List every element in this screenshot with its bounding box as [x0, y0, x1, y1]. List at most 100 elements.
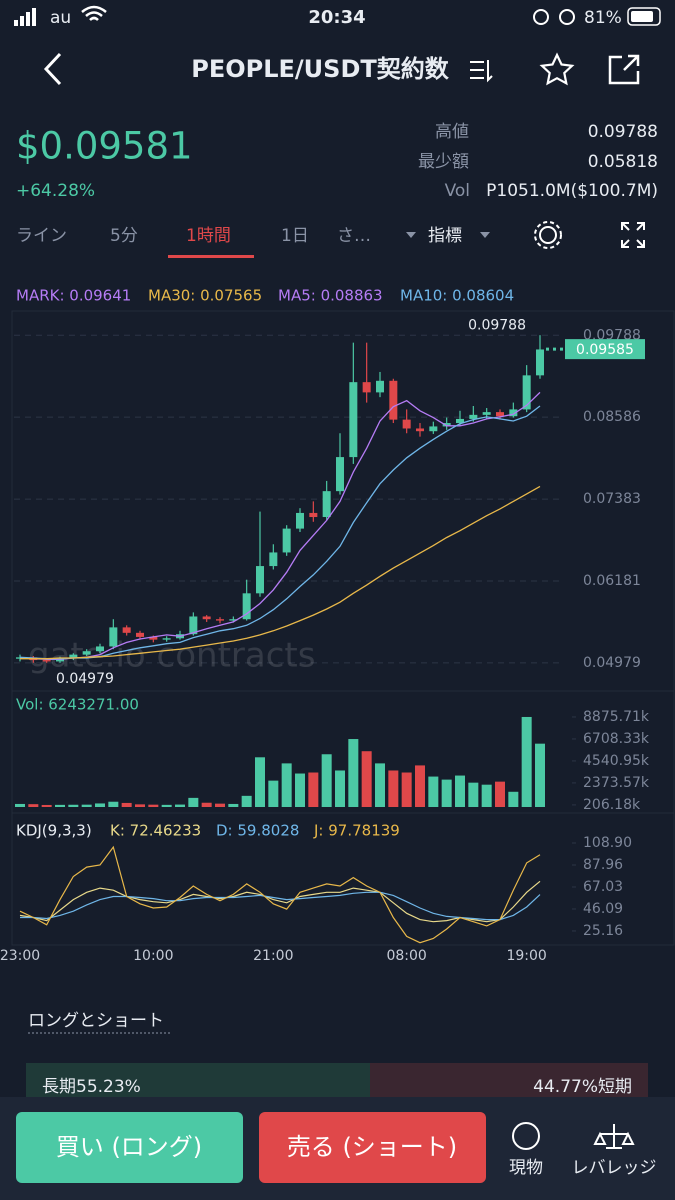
- volume-bar: [55, 804, 65, 807]
- sell-label: 売る (ショート): [287, 1133, 457, 1161]
- volume-bar: [255, 757, 265, 807]
- volume-bar: [348, 739, 359, 807]
- y-tick-label: 108.90: [583, 835, 632, 851]
- legend-entry: J: 97.78139: [313, 822, 400, 840]
- status-bar: au 20:34 81%: [14, 5, 661, 28]
- section-title: ロングとショート: [28, 1011, 164, 1031]
- volume-bar: [308, 772, 319, 807]
- tab[interactable]: 1日: [281, 226, 309, 246]
- kdj-line: [20, 891, 541, 921]
- y-tick-label: 0.06181: [583, 573, 641, 589]
- back-button[interactable]: [43, 52, 62, 86]
- volume-bar: [481, 784, 492, 807]
- candle-body: [82, 651, 91, 655]
- y-tick-label: 4540.95k: [583, 753, 650, 769]
- candle-body: [496, 412, 504, 417]
- tab[interactable]: さ…: [337, 226, 371, 246]
- volume-bar: [148, 804, 159, 807]
- buy-button[interactable]: [16, 1112, 243, 1183]
- candle-body: [402, 419, 411, 429]
- dropdown-arrow: [480, 232, 490, 238]
- short-ratio-bar: [370, 1063, 648, 1103]
- switch-icon[interactable]: [470, 60, 493, 83]
- leverage-label: レバレッジ: [572, 1158, 657, 1178]
- short-ratio: 44.77%短期: [533, 1077, 632, 1097]
- signal-bar: [20, 16, 24, 26]
- candle-body: [122, 627, 131, 633]
- volume-bar: [375, 763, 385, 807]
- carrier: au: [50, 8, 71, 28]
- candle-body: [389, 380, 398, 420]
- last-price-badge: [565, 339, 645, 360]
- volume-bar: [468, 782, 479, 807]
- volume-bar: [241, 795, 252, 807]
- candle-body: [442, 423, 451, 427]
- candle-body: [256, 566, 264, 594]
- candle-body: [269, 552, 278, 567]
- volume-bar: [15, 803, 25, 807]
- x-tick-label: 10:00: [133, 948, 173, 964]
- stat-value: 0.05818: [588, 152, 658, 172]
- volume-bar: [535, 743, 545, 807]
- ma-line: [19, 405, 541, 660]
- volume-bar: [415, 765, 425, 807]
- battery-level: [631, 11, 653, 22]
- dropdown-arrow: [406, 232, 416, 238]
- volume-bar: [228, 803, 239, 807]
- stat-label: 高値: [435, 122, 469, 142]
- clock: 20:34: [308, 7, 365, 28]
- ma-line: [20, 485, 541, 660]
- volume-bar: [135, 804, 145, 807]
- leverage-icon[interactable]: [593, 1124, 635, 1149]
- candle-body: [296, 512, 304, 529]
- y-tick-label: 6708.33k: [583, 731, 650, 747]
- long-ratio-bar: [26, 1063, 370, 1103]
- stat-value: 0.09788: [588, 122, 658, 142]
- sell-button[interactable]: [259, 1112, 486, 1183]
- tab[interactable]: 5分: [110, 226, 138, 246]
- candle-body: [309, 512, 318, 518]
- y-tick-label: 46.09: [583, 901, 623, 917]
- candle-body: [522, 375, 531, 410]
- volume-bar: [335, 770, 345, 807]
- fullscreen-button[interactable]: [621, 222, 645, 248]
- indicator-ma10: MA10: 0.08604: [400, 287, 514, 305]
- volume-bar: [281, 763, 292, 807]
- volume-bar: [521, 716, 532, 807]
- volume-bar: [215, 803, 225, 807]
- candle-body: [469, 414, 478, 419]
- volume-bar: [108, 801, 119, 807]
- volume-bar: [201, 802, 212, 807]
- price-change: +64.28%: [16, 181, 95, 201]
- candle-body: [216, 619, 224, 621]
- last-price: $0.09581: [16, 125, 193, 168]
- favorite-button[interactable]: [539, 52, 575, 86]
- y-tick-label: 206.18k: [583, 797, 641, 813]
- share-button[interactable]: [608, 54, 640, 85]
- stat-value: P1051.0M($100.7M): [486, 181, 658, 201]
- volume-bar: [121, 802, 132, 807]
- y-tick-label: 2373.57k: [583, 775, 650, 791]
- volume-bar: [175, 804, 185, 807]
- x-tick-label: 19:00: [506, 948, 546, 964]
- y-tick-label: 25.16: [583, 923, 623, 939]
- candle-body: [69, 654, 78, 659]
- spot-icon[interactable]: [512, 1122, 540, 1150]
- candle-body: [336, 457, 344, 492]
- volume-bar: [161, 804, 172, 807]
- tab-active[interactable]: 1時間: [186, 226, 231, 246]
- y-tick-label: 0.08586: [583, 409, 641, 425]
- tab[interactable]: ライン: [16, 226, 67, 246]
- candle-body: [242, 593, 251, 620]
- long-ratio: 長期55.23%: [42, 1077, 141, 1097]
- candle-body: [349, 382, 358, 458]
- signal-bar: [14, 20, 18, 26]
- indicator-ma30: MA30: 0.07565: [148, 287, 262, 305]
- settings-button[interactable]: [539, 226, 557, 244]
- volume-bar: [428, 776, 439, 807]
- volume-bar: [295, 773, 305, 807]
- tab[interactable]: 指標: [428, 226, 462, 246]
- lock-icon: [533, 9, 549, 25]
